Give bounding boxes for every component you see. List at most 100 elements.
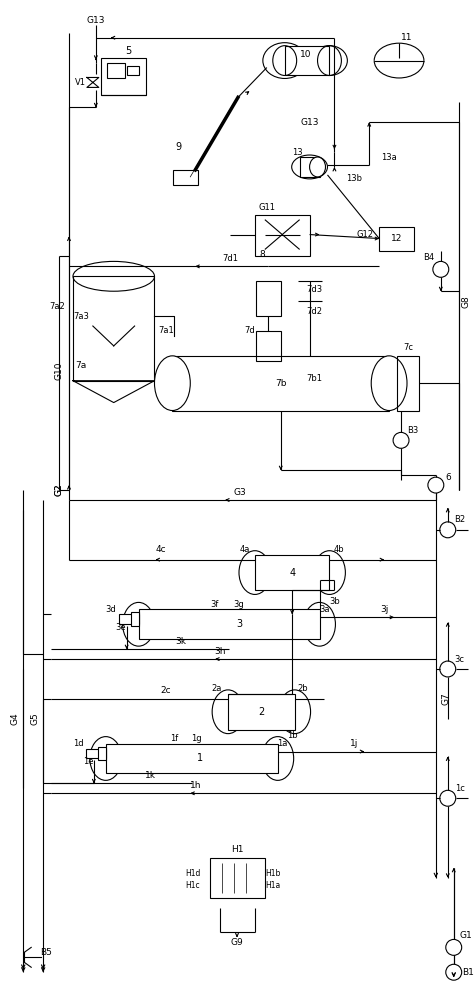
Text: 1a: 1a bbox=[277, 739, 288, 748]
Text: B4: B4 bbox=[422, 253, 434, 262]
Text: 2b: 2b bbox=[297, 684, 307, 693]
Text: 4: 4 bbox=[288, 568, 295, 578]
Text: 7d1: 7d1 bbox=[222, 254, 238, 263]
Text: B1: B1 bbox=[461, 968, 473, 977]
Text: 3e: 3e bbox=[115, 623, 126, 632]
Text: 5: 5 bbox=[125, 46, 131, 56]
Text: H1b: H1b bbox=[265, 869, 280, 878]
Text: 1h: 1h bbox=[189, 781, 200, 790]
Bar bbox=[378, 227, 413, 251]
Circle shape bbox=[432, 261, 448, 277]
Text: 3j: 3j bbox=[379, 605, 387, 614]
Text: 7a2: 7a2 bbox=[49, 302, 65, 311]
Text: 3b: 3b bbox=[328, 597, 339, 606]
Text: 3k: 3k bbox=[175, 637, 186, 646]
Text: 4a: 4a bbox=[239, 545, 249, 554]
Text: G2: G2 bbox=[54, 484, 63, 496]
Text: 11: 11 bbox=[400, 33, 412, 42]
Bar bbox=[228, 694, 294, 730]
Text: 1j: 1j bbox=[349, 739, 358, 748]
Ellipse shape bbox=[89, 737, 121, 780]
Text: 7b: 7b bbox=[275, 379, 286, 388]
Text: 2c: 2c bbox=[160, 686, 170, 695]
Text: 10: 10 bbox=[299, 50, 311, 59]
Circle shape bbox=[439, 661, 455, 677]
Text: 7d2: 7d2 bbox=[306, 307, 322, 316]
Bar bbox=[139, 609, 319, 639]
Ellipse shape bbox=[278, 690, 310, 734]
Text: G8: G8 bbox=[460, 295, 469, 308]
Text: 3f: 3f bbox=[209, 600, 218, 609]
Text: 9: 9 bbox=[175, 142, 181, 152]
Text: 13b: 13b bbox=[346, 174, 362, 183]
Circle shape bbox=[427, 477, 443, 493]
Text: B5: B5 bbox=[40, 948, 52, 957]
Bar bbox=[254, 215, 309, 256]
Bar bbox=[127, 66, 139, 75]
Bar bbox=[130, 612, 139, 626]
Ellipse shape bbox=[122, 602, 154, 646]
Text: H1d: H1d bbox=[185, 869, 200, 878]
Text: G3: G3 bbox=[233, 488, 246, 497]
Text: 1f: 1f bbox=[169, 734, 178, 743]
Text: 3h: 3h bbox=[214, 647, 225, 656]
Text: B2: B2 bbox=[453, 515, 464, 524]
Text: H1a: H1a bbox=[265, 881, 280, 890]
Circle shape bbox=[445, 964, 461, 980]
Text: G2: G2 bbox=[54, 484, 63, 496]
Bar bbox=[210, 858, 264, 898]
Ellipse shape bbox=[238, 551, 270, 594]
Circle shape bbox=[392, 432, 408, 448]
Text: 7d3: 7d3 bbox=[306, 285, 322, 294]
Text: 4c: 4c bbox=[155, 545, 166, 554]
Text: 2a: 2a bbox=[210, 684, 221, 693]
Text: 1k: 1k bbox=[145, 771, 156, 780]
Text: 7b1: 7b1 bbox=[306, 374, 322, 383]
Bar bbox=[255, 281, 280, 316]
Text: 2: 2 bbox=[258, 707, 264, 717]
Text: 3a: 3a bbox=[318, 605, 329, 614]
Text: G13: G13 bbox=[300, 118, 318, 127]
Text: G9: G9 bbox=[230, 938, 243, 947]
Ellipse shape bbox=[154, 356, 190, 411]
Text: H1: H1 bbox=[231, 845, 243, 854]
Circle shape bbox=[445, 939, 461, 955]
Bar bbox=[119, 614, 139, 624]
Bar bbox=[73, 276, 154, 381]
Bar bbox=[173, 170, 198, 185]
Text: 8: 8 bbox=[258, 250, 264, 259]
Text: 7a3: 7a3 bbox=[73, 312, 89, 321]
Text: G1: G1 bbox=[458, 931, 471, 940]
Text: G11: G11 bbox=[258, 203, 275, 212]
Bar bbox=[299, 157, 319, 177]
Text: G10: G10 bbox=[54, 362, 63, 380]
Text: G13: G13 bbox=[87, 16, 105, 25]
Bar bbox=[98, 747, 106, 760]
Text: 7c: 7c bbox=[402, 343, 412, 352]
Text: G5: G5 bbox=[30, 712, 40, 725]
Text: 3g: 3g bbox=[233, 600, 244, 609]
Text: 1d: 1d bbox=[72, 739, 83, 748]
Text: B3: B3 bbox=[407, 426, 418, 435]
Text: 13: 13 bbox=[292, 148, 302, 157]
Text: G4: G4 bbox=[11, 712, 20, 725]
Bar bbox=[255, 331, 280, 361]
Ellipse shape bbox=[313, 551, 345, 594]
Text: V1: V1 bbox=[75, 78, 86, 87]
Text: 3: 3 bbox=[236, 619, 241, 629]
Text: 13a: 13a bbox=[380, 153, 396, 162]
Bar bbox=[396, 356, 418, 411]
Text: G7: G7 bbox=[440, 692, 449, 705]
Bar bbox=[106, 744, 277, 773]
Bar bbox=[284, 46, 329, 75]
Text: H1c: H1c bbox=[185, 881, 200, 890]
Bar bbox=[86, 749, 106, 758]
Ellipse shape bbox=[212, 690, 243, 734]
Text: 7a: 7a bbox=[75, 361, 86, 370]
Bar bbox=[100, 58, 145, 95]
Bar bbox=[254, 555, 329, 590]
Text: 1b: 1b bbox=[287, 731, 298, 740]
Text: 3c: 3c bbox=[454, 655, 464, 664]
Text: G12: G12 bbox=[356, 230, 373, 239]
Text: 6: 6 bbox=[444, 473, 450, 482]
